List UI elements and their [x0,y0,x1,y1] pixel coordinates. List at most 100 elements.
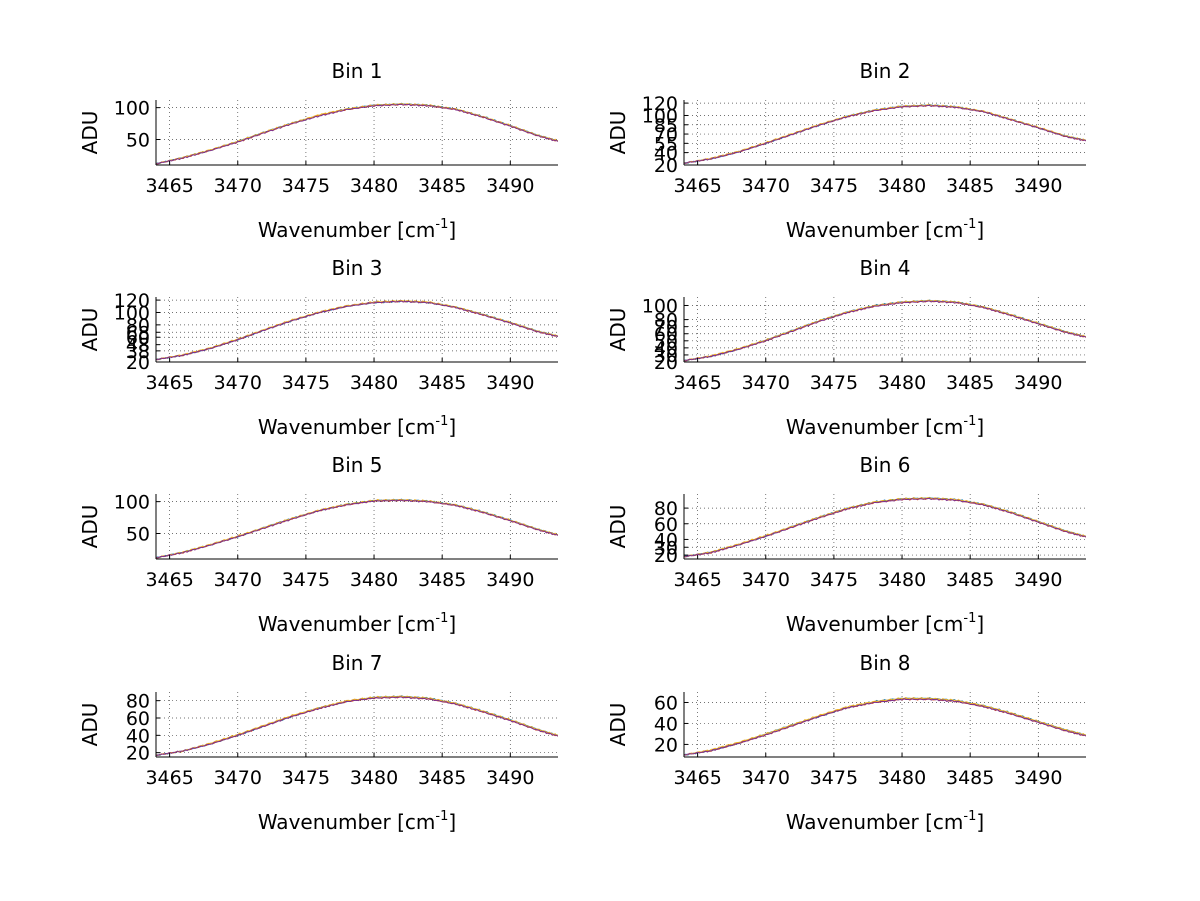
x-tick-label: 3475 [810,767,858,789]
series-line [156,102,558,165]
x-axis-label: Wavenumber [cm-1] [258,611,456,636]
y-tick-label: 50 [654,331,678,353]
subplot-bin-4: 3465 3470 3475 3480 3485 3490 2030405060708010… [606,256,1086,439]
x-axis-label: Wavenumber [cm-1] [786,217,984,242]
x-tick-label: 3485 [946,569,994,591]
y-axis-label: ADU [78,111,102,155]
x-tick-label: 3480 [878,175,926,197]
x-tick-label: 3465 [145,175,193,197]
series-line [684,698,1086,756]
x-axis-label: Wavenumber [cm-1] [786,611,984,636]
series-line [684,697,1086,756]
y-tick-label: 30 [654,345,678,367]
series-line [684,496,1086,558]
x-tick-label: 3475 [810,175,858,197]
series-line [684,104,1086,164]
series-line [156,696,558,756]
y-tick-label: 40 [654,338,678,360]
series-line [684,299,1086,362]
x-axis-label: Wavenumber [cm-1] [786,414,984,439]
x-tick-label: 3480 [350,372,398,394]
series-line [156,103,558,165]
y-tick-label: 40 [126,725,150,747]
x-axis-label: Wavenumber [cm-1] [786,809,984,834]
y-tick-label: 38 [126,341,150,363]
x-tick-label: 3470 [214,175,262,197]
x-tick-label: 3485 [946,767,994,789]
y-tick-label: 60 [126,327,150,349]
y-axis-label: ADU [78,505,102,549]
series-line [156,103,558,165]
subplot-bin-2: 3465 3470 3475 3480 3485 3490 2040557085100120… [606,59,1086,242]
y-axis-label: ADU [606,308,630,352]
x-tick-label: 3475 [282,372,330,394]
y-tick-label: 20 [654,352,678,374]
y-tick-label: 100 [114,98,150,120]
x-tick-label: 3475 [810,569,858,591]
x-tick-label: 3490 [1014,372,1062,394]
x-tick-label: 3470 [742,175,790,197]
subplot-title: Bin 2 [859,59,910,83]
series-line [684,497,1086,558]
y-tick-label: 70 [654,317,678,339]
x-tick-label: 3480 [878,569,926,591]
x-tick-label: 3465 [145,569,193,591]
x-tick-label: 3470 [214,767,262,789]
x-tick-label: 3490 [1014,175,1062,197]
x-tick-label: 3480 [350,175,398,197]
x-tick-label: 3480 [350,767,398,789]
x-tick-label: 3475 [282,175,330,197]
y-tick-label: 50 [126,130,150,152]
subplot-title: Bin 7 [331,651,382,675]
y-tick-label: 60 [654,692,678,714]
y-tick-label: 40 [654,529,678,551]
x-axis-label: Wavenumber [cm-1] [258,217,456,242]
y-tick-label: 60 [654,514,678,536]
x-axis-label: Wavenumber [cm-1] [258,809,456,834]
series-line [684,300,1086,362]
x-tick-label: 3465 [145,372,193,394]
y-tick-label: 68 [126,322,150,344]
x-tick-label: 3475 [810,372,858,394]
y-axis-label: ADU [78,308,102,352]
y-tick-label: 50 [126,524,150,546]
y-axis-label: ADU [78,703,102,747]
x-tick-label: 3480 [878,767,926,789]
y-tick-label: 20 [654,545,678,567]
subplot-title: Bin 5 [331,453,382,477]
x-tick-label: 3480 [878,372,926,394]
x-tick-label: 3485 [418,767,466,789]
y-tick-label: 20 [654,155,678,177]
x-tick-label: 3490 [486,569,534,591]
series-line [156,695,558,756]
x-tick-label: 3480 [350,569,398,591]
x-axis-label: Wavenumber [cm-1] [258,414,456,439]
x-tick-label: 3485 [946,372,994,394]
series-line [156,498,558,559]
x-tick-label: 3475 [282,569,330,591]
x-tick-label: 3470 [742,569,790,591]
y-tick-label: 48 [126,335,150,357]
series-line [156,695,558,756]
x-tick-label: 3490 [1014,569,1062,591]
y-tick-label: 100 [114,492,150,514]
y-tick-label: 85 [654,115,678,137]
series-line [684,697,1086,756]
y-tick-label: 60 [126,708,150,730]
series-line [684,497,1086,558]
x-tick-label: 3465 [673,767,721,789]
series-line [684,299,1086,362]
series-line [684,698,1086,756]
x-tick-label: 3465 [673,175,721,197]
subplot-title: Bin 3 [331,256,382,280]
series-line [156,103,558,165]
y-tick-label: 100 [114,302,150,324]
series-line [156,696,558,757]
y-tick-label: 120 [114,290,150,312]
y-tick-label: 120 [642,93,678,115]
subplot-bin-1: 3465 3470 3475 3480 3485 3490 50 100 Bin 1 ADU Wav… [78,59,558,242]
